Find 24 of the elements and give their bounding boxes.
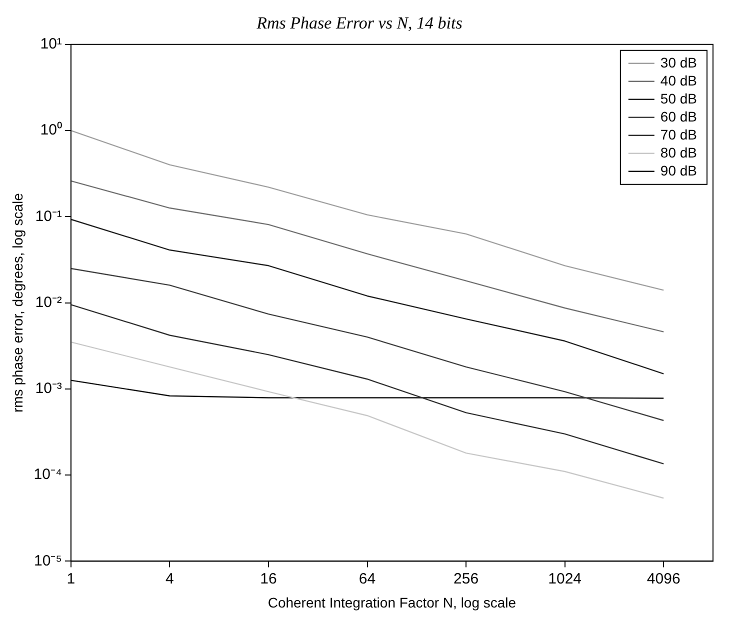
x-tick-label: 64 — [358, 570, 376, 588]
x-tick-label: 1024 — [548, 570, 582, 588]
y-tick-label: 10⁻⁴ — [34, 466, 62, 484]
legend-label: 90 dB — [660, 162, 698, 178]
x-tick-label: 16 — [260, 570, 277, 588]
legend-label: 50 dB — [660, 90, 698, 106]
x-tick-label: 4096 — [646, 570, 680, 588]
legend-label: 70 dB — [660, 126, 698, 142]
legend-label: 40 dB — [660, 72, 698, 88]
y-tick-label: 10¹ — [40, 36, 62, 53]
legend-label: 80 dB — [660, 144, 698, 160]
y-axis-title: rms phase error, degrees, log scale — [9, 192, 26, 413]
y-tick-label: 10⁻³ — [35, 380, 62, 398]
legend-label: 30 dB — [660, 54, 698, 70]
y-tick-label: 10⁻⁵ — [34, 552, 62, 570]
x-tick-label: 1 — [66, 570, 76, 588]
x-tick-label: 4 — [166, 570, 174, 588]
y-tick-label: 10⁻² — [35, 294, 62, 311]
x-axis-title: Coherent Integration Factor N, log scale — [268, 594, 516, 610]
legend-label: 60 dB — [660, 108, 698, 124]
x-tick-label: 256 — [454, 570, 479, 588]
y-tick-label: 10⁰ — [40, 122, 62, 139]
y-tick-label: 10⁻¹ — [35, 208, 62, 225]
chart-title: Rms Phase Error vs N, 14 bits — [256, 14, 463, 33]
